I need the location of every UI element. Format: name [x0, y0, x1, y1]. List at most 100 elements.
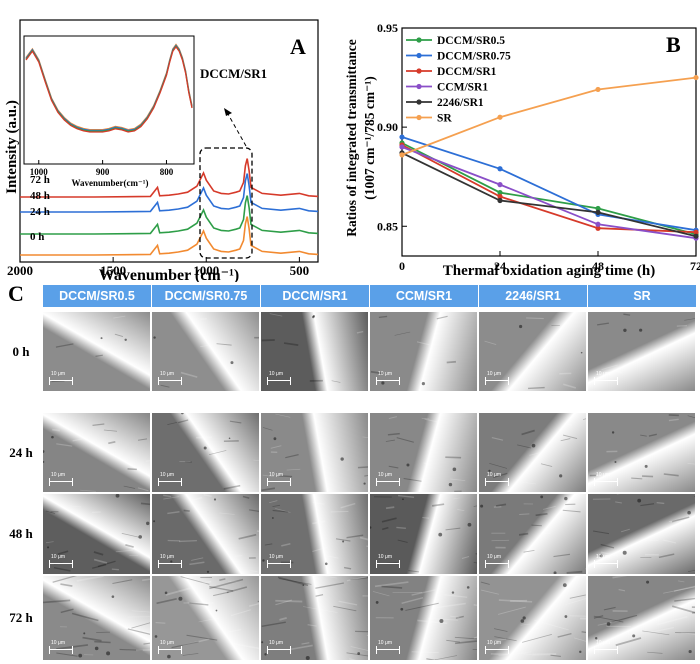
- sem-feature: [521, 429, 535, 436]
- sem-feature: [53, 566, 71, 572]
- sem-feature: [532, 653, 557, 656]
- sem-pit: [451, 591, 455, 594]
- sem-feature: [264, 543, 273, 546]
- sem-feature: [56, 443, 73, 447]
- sem-pit: [646, 580, 650, 584]
- sem-feature: [180, 371, 198, 378]
- series-label-24h: 24 h: [30, 206, 50, 218]
- sem-feature: [493, 472, 508, 479]
- scale-bar: [594, 478, 618, 486]
- series-DCCM-SR0-75-point: [399, 134, 405, 140]
- series-DCCM-SR1-point: [693, 229, 699, 235]
- sem-feature: [550, 654, 561, 658]
- sem-feature: [113, 315, 126, 319]
- sem-feature: [408, 570, 419, 573]
- sem-feature: [411, 589, 436, 596]
- sem-image-CCM-SR1-48h: 10 μm: [370, 494, 477, 574]
- sem-feature: [523, 549, 535, 553]
- sem-pit: [138, 535, 143, 539]
- sem-feature: [93, 558, 108, 564]
- sem-feature: [603, 606, 616, 611]
- sem-feature: [357, 466, 368, 469]
- sem-image-DCCM-SR0-5-72h: 10 μm: [43, 576, 150, 660]
- sem-pit: [406, 463, 410, 467]
- sem-feature: [94, 640, 111, 644]
- sem-feature: [473, 561, 477, 564]
- sem-feature: [279, 578, 312, 585]
- sem-feature: [562, 509, 581, 513]
- sem-feature: [93, 551, 104, 556]
- inset-xtick-label: 900: [96, 167, 110, 177]
- sem-pit: [522, 616, 526, 620]
- sem-feature: [565, 598, 586, 606]
- sem-feature: [435, 655, 458, 660]
- sem-feature: [658, 553, 675, 559]
- sem-pit: [564, 615, 568, 618]
- sem-pit: [687, 510, 691, 515]
- scale-bar-label: 10 μm: [378, 472, 392, 478]
- sem-feature: [57, 550, 69, 555]
- series-SR-point: [497, 114, 503, 120]
- sem-texture: [480, 495, 586, 574]
- chart-a: A DCCM/SR1 Intensity (a.u.) Wavenumber (…: [4, 19, 319, 282]
- sem-feature: [631, 477, 643, 480]
- legend-marker: [416, 37, 422, 43]
- sem-feature: [593, 615, 604, 619]
- sem-feature: [581, 631, 586, 634]
- column-header-DCCM-SR1: DCCM/SR1: [261, 285, 369, 307]
- sem-feature: [290, 644, 313, 651]
- sem-feature: [491, 436, 504, 441]
- sem-feature: [423, 462, 432, 466]
- spectrum-72h-line: [20, 158, 319, 198]
- sem-feature: [183, 509, 190, 512]
- sem-feature: [350, 646, 368, 651]
- chart-b-ticks: 0 24 48 72 0.85 0.90 0.95: [377, 21, 700, 273]
- sem-feature: [275, 599, 293, 606]
- sem-feature: [557, 633, 572, 638]
- sem-feature: [397, 539, 408, 543]
- sem-image-DCCM-SR0-75-24h: 10 μm: [152, 413, 259, 492]
- scale-bar-label: 10 μm: [487, 472, 501, 478]
- scale-bar: [49, 646, 73, 654]
- inset-line: [25, 45, 193, 133]
- chart-b-legend: DCCM/SR0.5 DCCM/SR0.75 DCCM/SR1 CCM/SR1 2246…: [406, 35, 511, 125]
- sem-feature: [553, 553, 571, 558]
- sem-feature: [494, 638, 507, 642]
- scale-bar: [485, 560, 509, 568]
- chart-b-ylabel-2: (1007 cm⁻¹/785 cm⁻¹): [362, 76, 377, 200]
- sem-pit: [580, 351, 583, 354]
- sem-feature: [140, 502, 150, 506]
- sem-feature: [178, 419, 189, 424]
- sem-feature: [520, 623, 531, 626]
- sem-feature: [234, 555, 243, 557]
- scale-bar-label: 10 μm: [596, 371, 610, 377]
- sem-feature: [445, 527, 461, 531]
- sem-feature: [540, 463, 553, 467]
- sem-pit: [94, 646, 99, 651]
- sem-pit: [520, 619, 525, 623]
- scale-bar-label: 10 μm: [51, 554, 65, 560]
- scale-bar-label: 10 μm: [269, 554, 283, 560]
- sem-feature: [69, 505, 82, 508]
- legend-label: 2246/SR1: [437, 97, 484, 109]
- sem-feature: [378, 315, 388, 319]
- sem-feature: [691, 611, 695, 614]
- sem-texture: [592, 494, 695, 572]
- chart-b-ytick-label: 0.90: [377, 120, 398, 134]
- sem-feature: [461, 556, 470, 560]
- sem-feature: [231, 609, 251, 617]
- sem-pit: [181, 413, 184, 415]
- sem-feature: [208, 450, 227, 456]
- sem-feature: [484, 340, 497, 345]
- column-header-CCM-SR1: CCM/SR1: [370, 285, 478, 307]
- sem-pit: [146, 521, 150, 526]
- chart-a-xtick-label: 500: [290, 263, 310, 278]
- sem-feature: [283, 342, 299, 346]
- sem-feature: [531, 524, 542, 527]
- sem-feature: [446, 639, 461, 643]
- chart-a-xlabel: Wavenumber (cm⁻¹): [99, 267, 239, 282]
- row-label-0h: 0 h: [12, 343, 30, 359]
- scale-bar-label: 10 μm: [269, 371, 283, 377]
- scale-bar-label: 10 μm: [487, 554, 501, 560]
- sem-image-SR-24h: 10 μm: [588, 413, 695, 492]
